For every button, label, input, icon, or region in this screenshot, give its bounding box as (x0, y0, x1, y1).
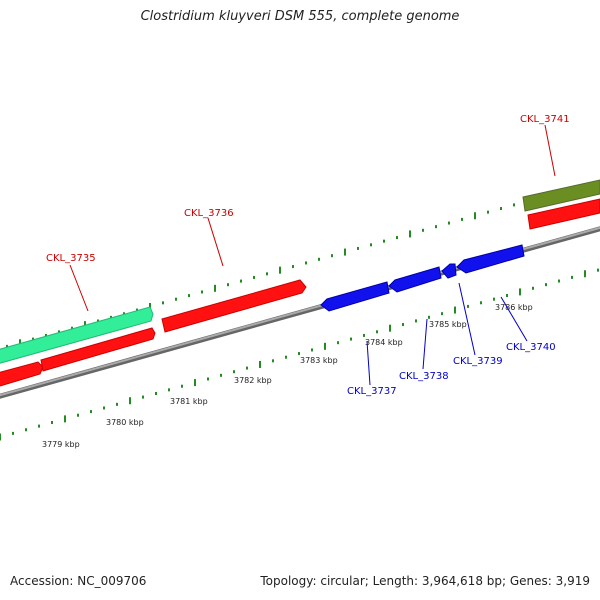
leader-line (544, 124, 556, 177)
gene-label-ckl-3737[interactable]: CKL_3737 (347, 386, 397, 397)
kbp-label: 3783 kbp (300, 356, 338, 365)
gene-cds-blue-4[interactable] (456, 244, 525, 274)
leader-line (69, 264, 89, 312)
kbp-label: 3781 kbp (170, 397, 208, 406)
kbp-label: 3785 kbp (429, 320, 467, 329)
gene-cds-red-1[interactable] (0, 361, 44, 389)
gene-label-ckl-3741[interactable]: CKL_3741 (520, 114, 570, 125)
leader-line (500, 296, 528, 342)
gene-label-ckl-3740[interactable]: CKL_3740 (506, 342, 556, 353)
gene-cds-blue-2[interactable] (388, 266, 442, 293)
gene-cds-blue-3[interactable] (441, 263, 457, 279)
kbp-label: 3786 kbp (495, 303, 533, 312)
gene-cds-red-2[interactable] (40, 327, 156, 372)
kbp-label: 3784 kbp (365, 338, 403, 347)
gene-label-ckl-3736[interactable]: CKL_3736 (184, 208, 234, 219)
kbp-label: 3782 kbp (234, 376, 272, 385)
kbp-label: 3780 kbp (106, 418, 144, 427)
kbp-label: 3779 kbp (42, 440, 80, 449)
leader-line (207, 217, 224, 267)
leader-line (458, 282, 476, 356)
leader-line (366, 340, 371, 386)
genome-stats-text: Topology: circular; Length: 3,964,618 bp… (260, 574, 590, 588)
gene-cds-red-3[interactable] (161, 279, 307, 333)
genome-title: Clostridium kluyveri DSM 555, complete g… (140, 9, 460, 24)
gene-cds-green[interactable] (0, 306, 154, 366)
leader-line (422, 318, 428, 370)
gene-label-ckl-3738[interactable]: CKL_3738 (399, 371, 449, 382)
gene-label-ckl-3739[interactable]: CKL_3739 (453, 356, 503, 367)
inner-tick-row (0, 268, 599, 441)
accession-text: Accession: NC_009706 (10, 574, 147, 588)
gene-cds-olive[interactable] (522, 179, 600, 212)
gene-label-ckl-3735[interactable]: CKL_3735 (46, 253, 96, 264)
gene-cds-red-4[interactable] (527, 198, 600, 230)
gene-cds-blue-1[interactable] (320, 281, 390, 312)
